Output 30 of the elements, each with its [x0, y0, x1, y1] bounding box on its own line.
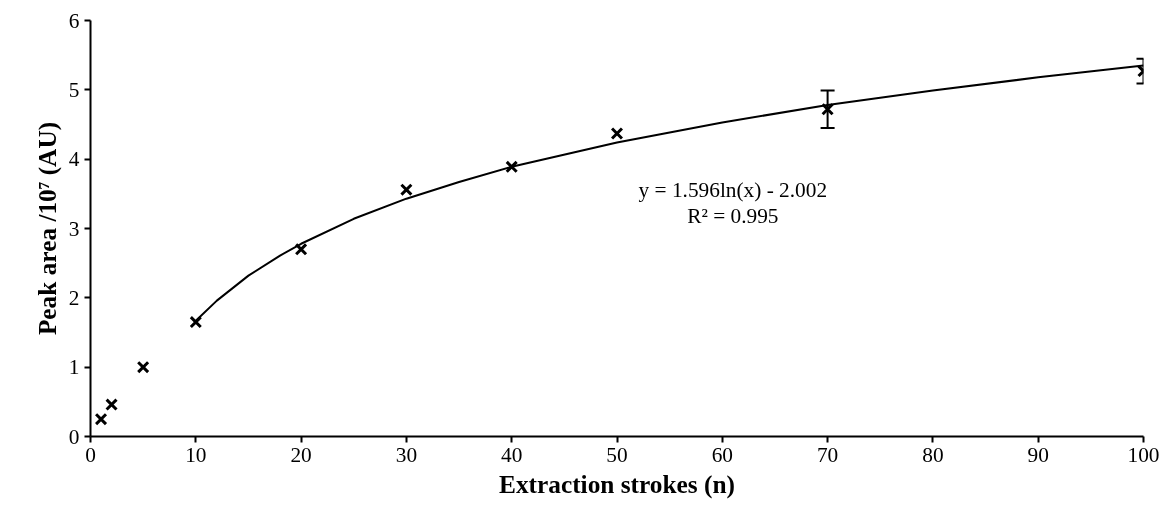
- point: [105, 398, 119, 412]
- y-tick-label: 5: [68, 77, 80, 102]
- x-tick-label: 80: [922, 442, 944, 467]
- x-tick-label: 50: [606, 442, 628, 467]
- x-tick-label: 90: [1027, 442, 1049, 467]
- x-tick-label: 70: [816, 442, 839, 467]
- point: [294, 242, 308, 256]
- x-tick-label: 10: [185, 442, 207, 467]
- y-tick-label: 4: [68, 147, 80, 172]
- y-tick-label: 1: [68, 355, 80, 380]
- y-tick-label: 3: [68, 216, 80, 241]
- point: [821, 102, 835, 116]
- y-axis-title: Peak area /10⁷ (AU): [32, 121, 62, 336]
- x-tick-label: 40: [501, 442, 523, 467]
- x-axis-title: Extraction strokes (n): [499, 469, 735, 499]
- point: [610, 127, 624, 140]
- x-tick-label: 100: [1127, 442, 1160, 467]
- point: [94, 412, 108, 426]
- point: [399, 183, 413, 197]
- point: [505, 160, 519, 174]
- x-tick-label: 0: [85, 442, 96, 467]
- y-tick-label: 0: [68, 424, 80, 449]
- point: [136, 360, 150, 374]
- x-tick-label: 30: [395, 442, 418, 467]
- y-tick-label: 2: [68, 285, 80, 310]
- annotation: y = 1.596ln(x) - 2.002 R² = 0.995: [638, 178, 828, 229]
- point: [189, 315, 203, 329]
- x-tick-label: 60: [711, 442, 733, 467]
- x-tick-label: 20: [290, 442, 312, 467]
- y-tick-label: 6: [68, 8, 80, 33]
